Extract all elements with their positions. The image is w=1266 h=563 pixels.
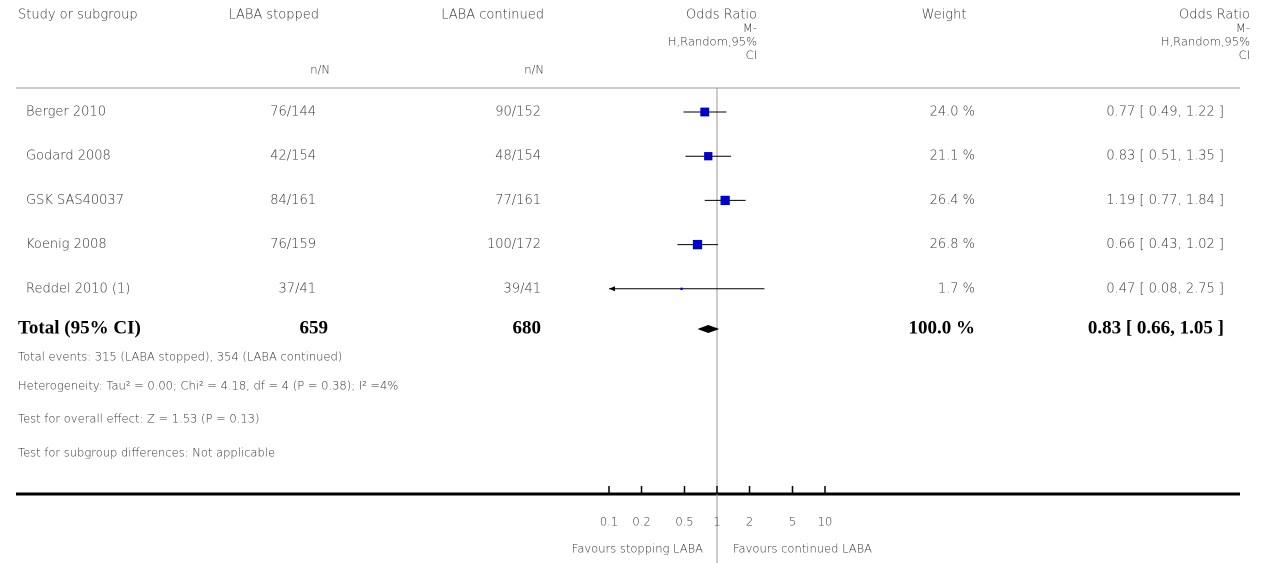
- study-name: Reddel 2010 (1): [26, 281, 130, 296]
- weight: 24.0 %: [930, 105, 975, 120]
- header-effect: CI: [1239, 48, 1250, 62]
- effect-estimate: 0.66 [ 0.43, 1.02 ]: [1106, 237, 1224, 252]
- note: Total events: 315 (LABA stopped), 354 (L…: [18, 350, 342, 364]
- effect-estimate: 0.83 [ 0.51, 1.35 ]: [1106, 149, 1224, 164]
- continued-count: 77/161: [495, 193, 541, 208]
- point-estimate: [680, 287, 683, 290]
- study-name: Berger 2010: [26, 105, 106, 120]
- point-estimate: [704, 152, 713, 161]
- continued-count: 100/172: [487, 237, 541, 252]
- plot-area: [609, 111, 765, 290]
- total-stopped: 659: [300, 317, 329, 338]
- total-continued: 680: [513, 317, 542, 338]
- note: Test for overall effect: Z = 1.53 (P = 0…: [18, 412, 260, 426]
- effect-estimate: 1.19 [ 0.77, 1.84 ]: [1106, 193, 1224, 208]
- stopped-count: 42/154: [270, 149, 316, 164]
- study-name: GSK SAS40037: [26, 193, 124, 208]
- header-plot: Odds Ratio: [686, 8, 757, 23]
- x-tick-label: 10: [818, 515, 833, 529]
- header-unit: n/N: [524, 63, 544, 77]
- note: Heterogeneity: Tau² = 0.00; Chi² = 4.18,…: [18, 379, 398, 393]
- x-tick-label: 0.5: [675, 515, 693, 529]
- header-effect: Odds Ratio: [1179, 8, 1250, 23]
- weight: 26.4 %: [930, 193, 975, 208]
- header-plot: CI: [746, 48, 757, 62]
- x-tick-label: 2: [746, 515, 753, 529]
- header-study: Study or subgroup: [18, 8, 138, 23]
- x-tick-label: 1: [713, 515, 720, 529]
- effect-estimate: 0.77 [ 0.49, 1.22 ]: [1106, 105, 1224, 120]
- weight: 26.8 %: [930, 237, 975, 252]
- total-name: Total (95% CI): [18, 317, 141, 338]
- point-estimate: [692, 239, 703, 250]
- clip-arrow: [609, 286, 615, 292]
- note: Test for subgroup differences: Not appli…: [18, 446, 275, 460]
- weight: 1.7 %: [938, 281, 975, 296]
- continued-count: 90/152: [495, 105, 541, 120]
- stopped-count: 76/159: [270, 237, 316, 252]
- x-tick-label: 0.1: [600, 515, 618, 529]
- continued-count: 39/41: [504, 281, 541, 296]
- continued-count: 48/154: [495, 149, 541, 164]
- stopped-count: 37/41: [279, 281, 316, 296]
- x-label-right: Favours continued LABA: [733, 542, 872, 556]
- study-name: Godard 2008: [26, 149, 111, 164]
- x-tick-label: 5: [789, 515, 796, 529]
- x-tick-label: 0.2: [632, 515, 650, 529]
- header-unit: n/N: [310, 63, 330, 77]
- point-estimate: [700, 107, 710, 117]
- header-plot: M-: [743, 21, 757, 35]
- total-effect: 0.83 [ 0.66, 1.05 ]: [1088, 317, 1224, 338]
- stopped-count: 76/144: [270, 105, 316, 120]
- stopped-count: 84/161: [270, 193, 316, 208]
- header-weight: Weight: [922, 8, 967, 23]
- header-continued: LABA continued: [441, 8, 544, 23]
- header-plot: H,Random,95%: [668, 35, 757, 49]
- x-label-left: Favours stopping LABA: [572, 542, 703, 556]
- effect-estimate: 0.47 [ 0.08, 2.75 ]: [1106, 281, 1224, 296]
- point-estimate: [720, 195, 730, 206]
- weight: 21.1 %: [930, 149, 975, 164]
- total-weight: 100.0 %: [909, 317, 976, 338]
- study-name: Koenig 2008: [26, 237, 107, 252]
- summary-diamond: [697, 325, 720, 333]
- header-stopped: LABA stopped: [228, 8, 319, 23]
- header-effect: M-: [1236, 21, 1250, 35]
- header-effect: H,Random,95%: [1161, 35, 1250, 49]
